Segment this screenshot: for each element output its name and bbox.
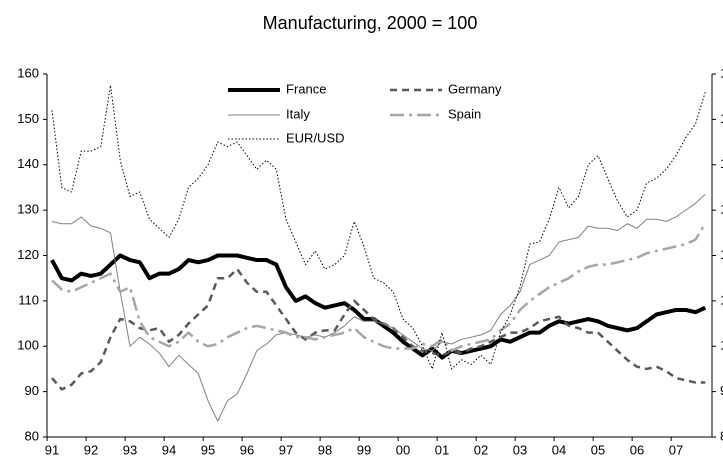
legend-label: Italy	[286, 106, 310, 121]
y2-tick-label: 130	[720, 202, 723, 217]
chart-title: Manufacturing, 2000 = 100	[263, 13, 478, 33]
x-tick-label: 04	[552, 442, 566, 457]
y-tick-label: 140	[17, 156, 39, 171]
y-tick-label: 150	[17, 111, 39, 126]
y-tick-label: 80	[25, 428, 39, 443]
x-tick-label: 99	[357, 442, 371, 457]
y2-tick-label: 120	[720, 247, 723, 262]
y2-tick-label: 110	[720, 292, 723, 307]
x-tick-label: 97	[279, 442, 293, 457]
x-tick-label: 98	[318, 442, 332, 457]
y-tick-label: 100	[17, 338, 39, 353]
y-tick-label: 160	[17, 65, 39, 80]
x-tick-label: 05	[591, 442, 605, 457]
y-tick-label: 90	[25, 383, 39, 398]
y-tick-label: 130	[17, 202, 39, 217]
x-tick-label: 01	[435, 442, 449, 457]
x-tick-label: 96	[240, 442, 254, 457]
y2-tick-label: 140	[720, 156, 723, 171]
y-tick-label: 110	[18, 292, 39, 307]
legend-label: Spain	[448, 106, 481, 121]
y2-tick-label: 80	[720, 428, 723, 443]
series-line	[51, 193, 706, 422]
x-tick-label: 02	[474, 442, 488, 457]
y2-tick-label: 90	[720, 383, 723, 398]
x-tick-label: 91	[45, 442, 59, 457]
y-tick-label: 120	[17, 247, 39, 262]
legend-label: EUR/USD	[286, 130, 345, 145]
x-tick-label: 06	[630, 442, 644, 457]
series-line	[51, 223, 707, 353]
x-tick-label: 93	[123, 442, 137, 457]
y2-tick-label: 160	[720, 65, 723, 80]
legend-label: Germany	[448, 81, 502, 96]
y2-tick-label: 100	[720, 338, 723, 353]
x-tick-label: 95	[201, 442, 215, 457]
x-tick-label: 00	[396, 442, 410, 457]
x-tick-label: 94	[162, 442, 176, 457]
x-tick-label: 03	[513, 442, 527, 457]
x-tick-label: 07	[669, 442, 683, 457]
x-tick-label: 92	[84, 442, 98, 457]
series-line	[51, 267, 706, 391]
legend-label: France	[286, 81, 326, 96]
y2-tick-label: 150	[720, 111, 723, 126]
